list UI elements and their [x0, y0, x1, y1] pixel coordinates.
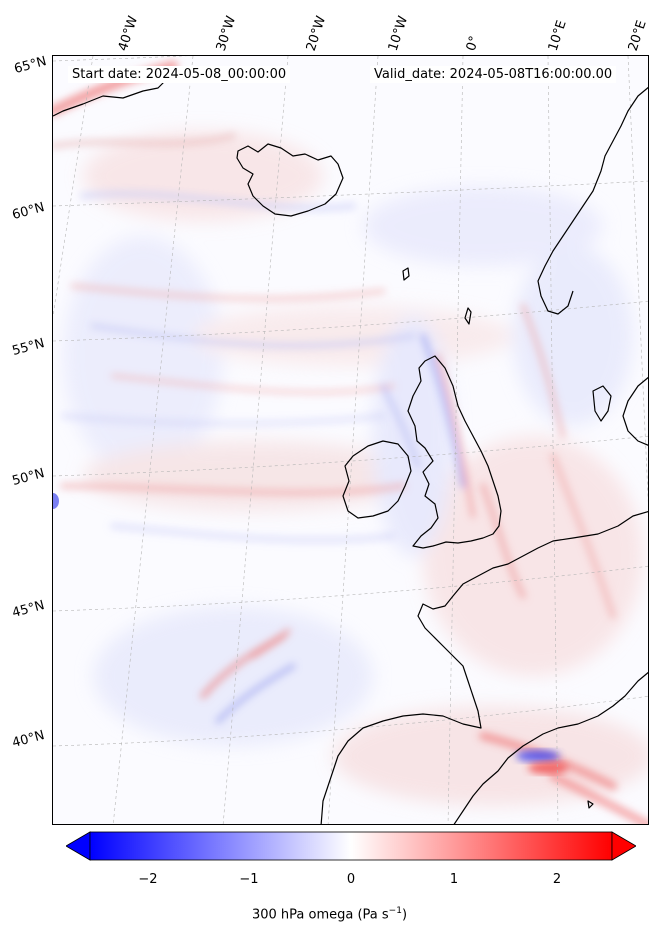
coastline-greenland	[53, 73, 174, 117]
lon-label-10e: 10°E	[545, 18, 570, 53]
lat-label-50n: 50°N	[10, 466, 47, 489]
colorbar	[66, 831, 636, 861]
colorbar-tick-neg2: −2	[138, 872, 158, 887]
colorbar-label-text: 300 hPa omega (Pa s	[251, 907, 389, 923]
colorbar-label-exponent: −1	[388, 906, 402, 916]
omega-field-map	[53, 56, 648, 824]
colorbar-tick-0: 0	[346, 872, 356, 887]
coastline-great-britain	[407, 355, 502, 549]
colorbar-extend-min	[66, 831, 91, 861]
omega-strong-descent-spot	[528, 762, 568, 774]
colorbar-tick-1: 1	[449, 872, 459, 887]
colorbar-extend-max	[611, 831, 636, 861]
coastline-iceland	[236, 143, 344, 217]
start-date-label: Start date: 2024-05-08_00:00:00	[68, 66, 291, 83]
omega-strong-ascent-spot	[516, 750, 560, 762]
colorbar-label-close: )	[401, 907, 408, 923]
coastlines	[53, 73, 648, 824]
lat-label-55n: 55°N	[10, 336, 47, 359]
lon-label-20w: 20°W	[303, 14, 330, 53]
coastline-denmark	[592, 385, 612, 422]
valid-date-label: Valid_date: 2024-05-08T16:00:00.00	[370, 66, 617, 83]
omega-edge-ascent-spot	[53, 493, 59, 509]
coastline-ireland	[342, 440, 412, 519]
coastline-europe-west	[320, 510, 648, 824]
colorbar-gradient	[89, 831, 613, 861]
lon-label-0: 0°	[463, 34, 483, 53]
lon-label-30w: 30°W	[213, 14, 240, 53]
graticule	[53, 56, 648, 824]
lat-label-40n: 40°N	[10, 728, 47, 751]
lon-label-10w: 10°W	[385, 14, 412, 53]
coastline-scandinavia	[537, 86, 648, 315]
lat-label-45n: 45°N	[10, 598, 47, 621]
colorbar-tick-2: 2	[552, 872, 562, 887]
colorbar-label: 300 hPa omega (Pa s−1)	[0, 906, 659, 922]
lon-label-40w: 40°W	[115, 14, 142, 53]
lon-label-20e: 20°E	[625, 18, 650, 53]
lat-label-60n: 60°N	[10, 200, 47, 223]
map-panel	[52, 55, 649, 825]
colorbar-tick-neg1: −1	[239, 872, 259, 887]
lat-label-65n: 65°N	[12, 54, 49, 77]
coastline-mediterranean	[453, 671, 648, 824]
